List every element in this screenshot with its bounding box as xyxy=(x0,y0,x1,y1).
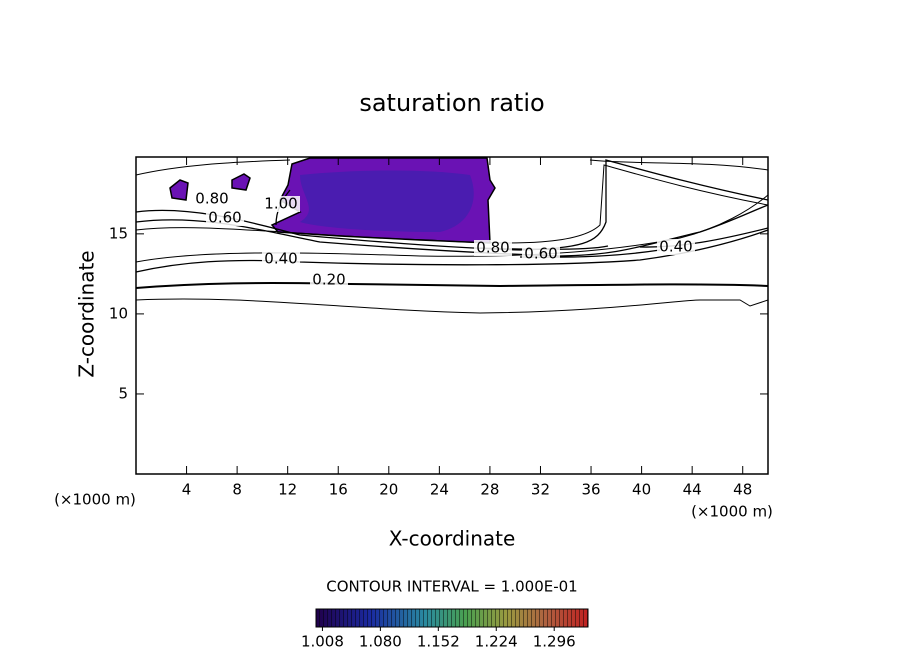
chart-title: saturation ratio xyxy=(359,89,544,117)
supersaturated-region xyxy=(231,173,251,191)
colorbar-tick-label: 1.296 xyxy=(533,633,576,651)
contour-label: 0.40 xyxy=(659,238,692,256)
contour-line xyxy=(135,229,769,273)
x-tick-label: 28 xyxy=(480,481,499,499)
x-axis-title: X-coordinate xyxy=(389,527,516,551)
colorbar-tick-label: 1.152 xyxy=(417,633,460,651)
x-unit-label: (×1000 m) xyxy=(691,503,773,521)
contour-line xyxy=(135,164,769,244)
contour-line xyxy=(639,227,769,248)
contour-line xyxy=(135,204,769,257)
contour-label: 0.60 xyxy=(524,245,557,263)
contour-label: 0.40 xyxy=(264,250,297,268)
x-tick-label: 16 xyxy=(329,481,348,499)
contour-line xyxy=(135,298,769,314)
plot-area: 0.800.601.000.400.200.80 0.60 0.40 xyxy=(135,156,769,475)
contour-label: 1.00 xyxy=(264,195,297,213)
x-tick-label: 8 xyxy=(232,481,242,499)
contour-label: 0.80 xyxy=(195,190,228,208)
contour-label-bg xyxy=(310,272,348,288)
x-tick-label: 40 xyxy=(632,481,651,499)
contour-label-bg xyxy=(522,246,560,262)
y-unit-label: (×1000 m) xyxy=(54,491,136,509)
y-tick-label: 10 xyxy=(109,304,128,322)
contour-label-bg xyxy=(657,239,695,255)
colorbar-tick-label: 1.224 xyxy=(475,633,518,651)
x-tick-label: 32 xyxy=(531,481,550,499)
plot-frame xyxy=(135,156,769,475)
contour-label: 0.60 xyxy=(208,209,241,227)
x-tick-label: 12 xyxy=(278,481,297,499)
contour-line xyxy=(135,159,769,176)
contour-label-bg xyxy=(262,196,300,212)
colorbar-tick-label: 1.080 xyxy=(359,633,402,651)
contour-label-bg xyxy=(474,240,512,256)
contour-label-bg xyxy=(193,191,231,207)
contour-label: 0.20 xyxy=(312,271,345,289)
x-tick-label: 20 xyxy=(379,481,398,499)
x-tick-label: 44 xyxy=(683,481,702,499)
x-tick-label: 4 xyxy=(182,481,192,499)
y-tick-label: 5 xyxy=(118,384,128,402)
colorbar-title: CONTOUR INTERVAL = 1.000E-01 xyxy=(326,578,577,596)
y-tick-label: 15 xyxy=(109,224,128,242)
x-tick-label: 36 xyxy=(581,481,600,499)
x-tick-label: 24 xyxy=(430,481,449,499)
contour-line xyxy=(135,282,769,289)
contour-label-bg xyxy=(262,251,300,267)
supersaturated-region xyxy=(169,179,189,201)
contour-label-bg xyxy=(206,210,244,226)
supersaturated-core xyxy=(300,170,474,232)
x-tick-label: 48 xyxy=(733,481,752,499)
y-axis-title: Z-coordinate xyxy=(75,250,99,377)
contour-label: 0.80 xyxy=(476,239,509,257)
colorbar-stripes xyxy=(315,608,589,628)
contour-line xyxy=(135,159,769,251)
colorbar-tick-label: 1.008 xyxy=(301,633,344,651)
